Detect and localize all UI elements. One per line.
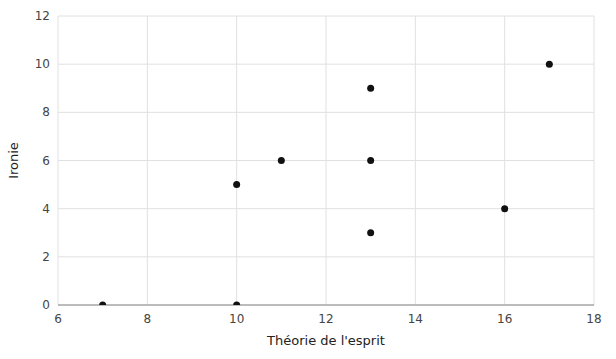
y-tick-label: 0 — [42, 298, 50, 312]
chart: 6 8 10 12 14 16 18 0 2 4 6 8 10 12 Théorie de l'esprit… — [0, 0, 616, 359]
point — [278, 157, 285, 164]
point — [367, 229, 374, 236]
x-tick-label: 12 — [318, 312, 333, 326]
y-grid-line — [58, 305, 594, 306]
points — [99, 61, 553, 305]
y-tick-label: 12 — [35, 9, 50, 23]
x-tick-label: 18 — [586, 312, 601, 326]
y-axis-label: Ironie — [6, 142, 21, 179]
x-tick-label: 8 — [144, 312, 152, 326]
point — [233, 302, 240, 306]
y-tick-label: 10 — [35, 57, 50, 71]
y-grid-line — [58, 112, 594, 113]
x-axis-line — [58, 305, 594, 306]
x-tick-label: 10 — [229, 312, 244, 326]
y-grid-line — [58, 160, 594, 161]
point — [367, 85, 374, 92]
y-grid-line — [58, 64, 594, 65]
axes: 6 8 10 12 14 16 18 0 2 4 6 8 10 12 Théorie de l'esprit… — [6, 9, 602, 348]
y-tick-label: 8 — [42, 105, 50, 119]
y-grid-line — [58, 16, 594, 17]
y-tick-label: 6 — [42, 154, 50, 168]
point — [546, 61, 553, 68]
point — [99, 302, 106, 306]
point — [367, 157, 374, 164]
y-grid-line — [58, 208, 594, 209]
y-grid-line — [58, 256, 594, 257]
x-axis-label: Théorie de l'esprit — [266, 333, 385, 348]
x-tick-label: 16 — [497, 312, 512, 326]
x-tick-label: 14 — [408, 312, 423, 326]
y-tick-label: 2 — [42, 250, 50, 264]
point — [233, 181, 240, 188]
y-tick-label: 4 — [42, 202, 50, 216]
point — [501, 205, 508, 212]
grid — [58, 16, 594, 305]
x-tick-label: 6 — [54, 312, 62, 326]
